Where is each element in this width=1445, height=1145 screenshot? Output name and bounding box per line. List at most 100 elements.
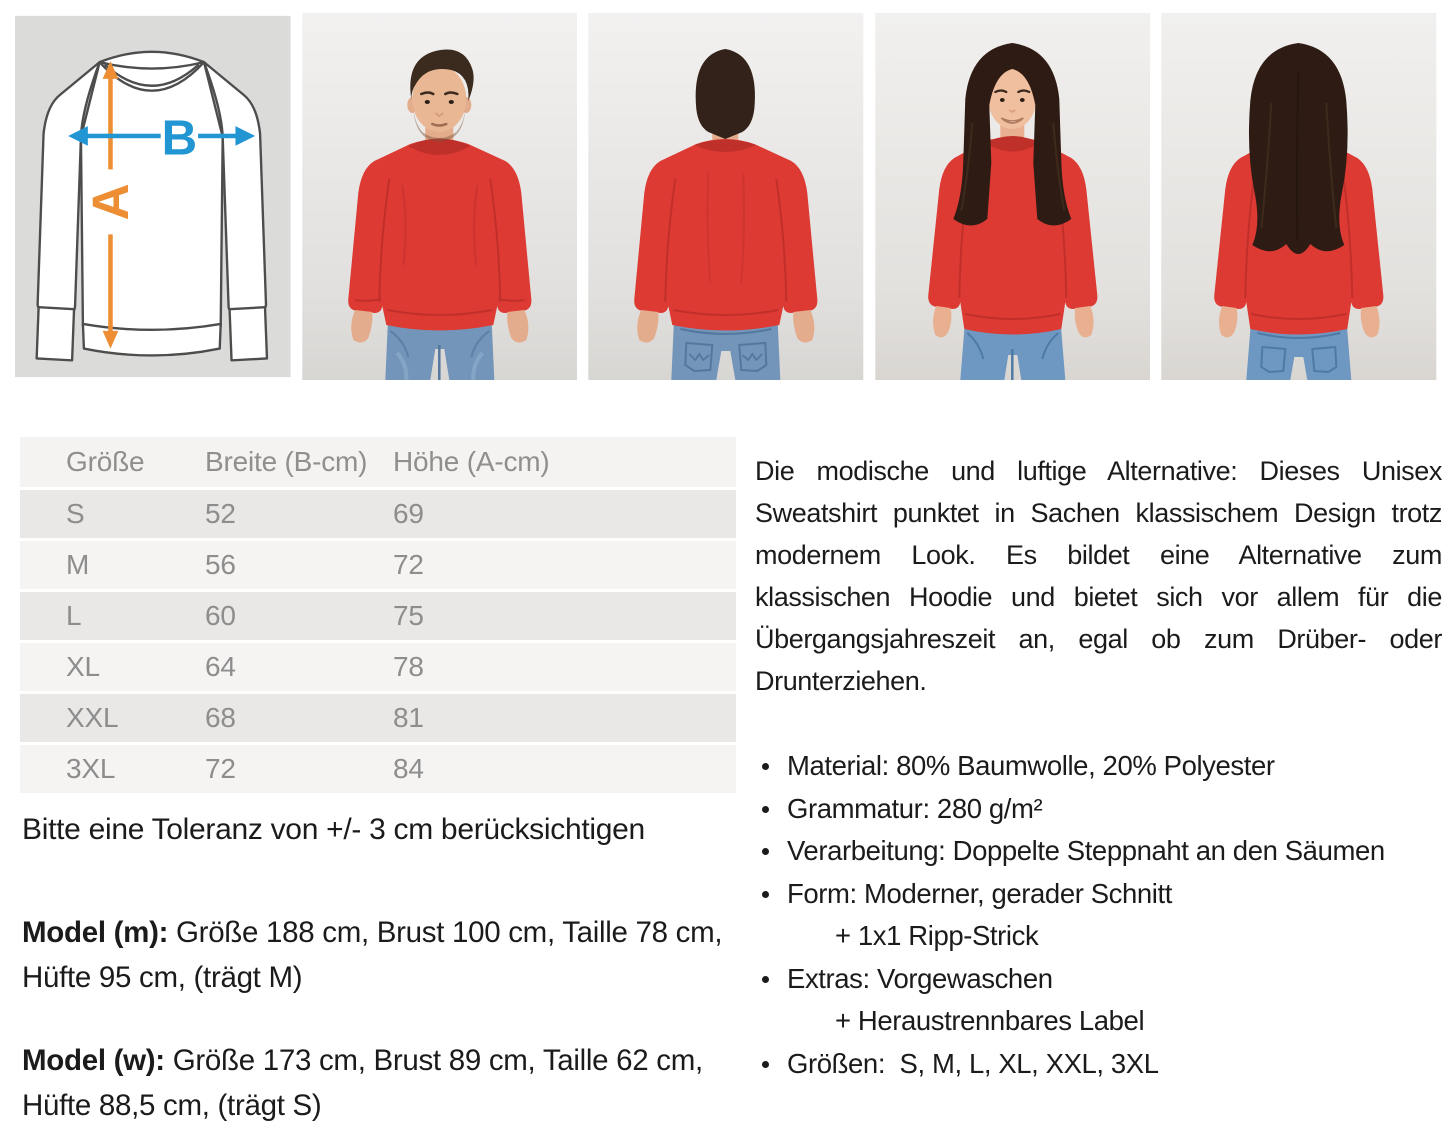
left-hand (1219, 306, 1238, 338)
header-size: Größe (66, 446, 145, 477)
head (988, 69, 1037, 129)
feature-sizes: Größen: S, M, L, XL, XXL, 3XL (787, 1047, 1159, 1079)
left-hand (350, 310, 373, 343)
product-description-column: Die modische und luftige Alternative: Di… (755, 450, 1442, 1110)
feature-form: Form: Moderner, gerader Schnitt (787, 877, 1172, 909)
feature-grammatur: Grammatur: 280 g/m² (787, 792, 1043, 824)
right-hand (793, 310, 815, 343)
size-cell: 3XL (66, 753, 116, 784)
right-hand (506, 310, 528, 343)
hair (1249, 43, 1349, 254)
header-width: Breite (B-cm) (205, 446, 368, 477)
product-description: Die modische und luftige Alternative: Di… (755, 456, 1442, 696)
table-row: XXL 68 81 (20, 694, 736, 742)
model-female-measurements: Model (w): Größe 173 cm, Brust 89 cm, Ta… (22, 1038, 727, 1128)
size-chart-table: Größe Breite (B-cm) Höhe (A-cm) S 52 69 … (20, 437, 736, 796)
table-row: XL 64 78 (20, 643, 736, 691)
jeans (671, 313, 781, 380)
model-female-text: Größe 173 cm, Brust 89 cm, Taille 62 cm,… (22, 1044, 703, 1122)
list-item: Grammatur: 280 g/m² (755, 788, 1442, 831)
right-hand (1361, 306, 1380, 338)
hair (409, 49, 474, 101)
size-cell: L (66, 600, 82, 631)
male-front-photo-graphic (301, 13, 577, 380)
width-cell: 68 (205, 702, 236, 733)
left-hand (932, 306, 952, 338)
bullet-icon (762, 890, 769, 898)
product-feature-list: Material: 80% Baumwolle, 20% Polyester G… (755, 745, 1442, 1085)
left-hand (637, 310, 659, 343)
photo-male-model-back (588, 13, 864, 380)
male-back-photo-graphic (588, 13, 864, 380)
height-cell: 75 (393, 600, 424, 631)
photo-female-model-back (1161, 13, 1437, 380)
tolerance-note: Bitte eine Toleranz von +/- 3 cm berücks… (22, 813, 645, 846)
height-cell: 69 (393, 498, 424, 529)
bullet-icon (762, 805, 769, 813)
female-back-photo-graphic (1161, 13, 1437, 380)
model-male-text: Größe 188 cm, Brust 100 cm, Taille 78 cm… (22, 916, 723, 994)
size-chart-header-row: Größe Breite (B-cm) Höhe (A-cm) (20, 437, 736, 487)
width-arrow-b (68, 126, 256, 146)
hair (953, 43, 1072, 226)
width-cell: 72 (205, 753, 236, 784)
head-back (1249, 43, 1349, 254)
list-item: Größen: S, M, L, XL, XXL, 3XL (755, 1043, 1442, 1086)
list-item: Extras: Vorgewaschen + Heraustrennbares … (755, 958, 1442, 1043)
width-cell: 56 (205, 549, 236, 580)
table-row: 3XL 72 84 (20, 745, 736, 793)
width-cell: 60 (205, 600, 236, 631)
model-male-measurements: Model (m): Größe 188 cm, Brust 100 cm, T… (22, 910, 727, 1000)
feature-extras: Extras: Vorgewaschen (787, 962, 1053, 994)
model-male-label: Model (m): (22, 916, 169, 949)
photo-male-model-front (301, 13, 578, 380)
size-diagram-panel: A B (15, 13, 291, 380)
list-item: Form: Moderner, gerader Schnitt + 1x1 Ri… (755, 873, 1442, 958)
table-row: S 52 69 (20, 490, 736, 538)
sweatshirt (927, 136, 1098, 335)
right-hand (1074, 306, 1094, 338)
bullet-icon (762, 763, 769, 770)
feature-extras-sub: + Heraustrennbares Label (835, 1005, 1145, 1036)
jeans (384, 313, 494, 380)
product-image-strip: A B (15, 13, 1437, 380)
label-b: B (162, 110, 198, 165)
list-item: Verarbeitung: Doppelte Steppnaht an den … (755, 830, 1442, 873)
diagram-left-cuff (35, 306, 76, 362)
jeans (960, 318, 1066, 380)
model-female-label: Model (w): (22, 1044, 165, 1077)
jeans (1246, 318, 1352, 380)
head (406, 49, 474, 142)
hair (695, 49, 756, 132)
head-back (695, 49, 756, 139)
list-item: Material: 80% Baumwolle, 20% Polyester (755, 745, 1442, 788)
feature-form-sub: + 1x1 Ripp-Strick (835, 920, 1039, 951)
height-cell: 78 (393, 651, 424, 682)
size-cell: S (66, 498, 85, 529)
header-height: Höhe (A-cm) (393, 446, 550, 477)
photo-female-model-front (875, 13, 1151, 380)
female-front-photo-graphic (875, 13, 1151, 380)
width-cell: 52 (205, 498, 236, 529)
table-row: L 60 75 (20, 592, 736, 640)
diagram-waistband (81, 322, 222, 357)
table-row: M 56 72 (20, 541, 736, 589)
diagram-right-cuff (228, 306, 269, 362)
height-cell: 84 (393, 753, 424, 784)
size-cell: XL (66, 651, 100, 682)
sweatshirt (634, 139, 818, 331)
size-cell: XXL (66, 702, 119, 733)
sweatshirt (347, 138, 531, 331)
height-cell: 81 (393, 702, 424, 733)
size-cell: M (66, 549, 90, 580)
feature-verarbeitung: Verarbeitung: Doppelte Steppnaht an den … (787, 835, 1385, 866)
width-cell: 64 (205, 651, 236, 682)
height-cell: 72 (393, 549, 424, 580)
bullet-icon (762, 848, 769, 855)
sweatshirt-measurement-diagram: A B (15, 15, 291, 378)
bullet-icon (762, 975, 769, 983)
height-arrow-a (102, 61, 119, 349)
feature-material: Material: 80% Baumwolle, 20% Polyester (787, 750, 1275, 781)
bullet-icon (762, 1060, 769, 1068)
